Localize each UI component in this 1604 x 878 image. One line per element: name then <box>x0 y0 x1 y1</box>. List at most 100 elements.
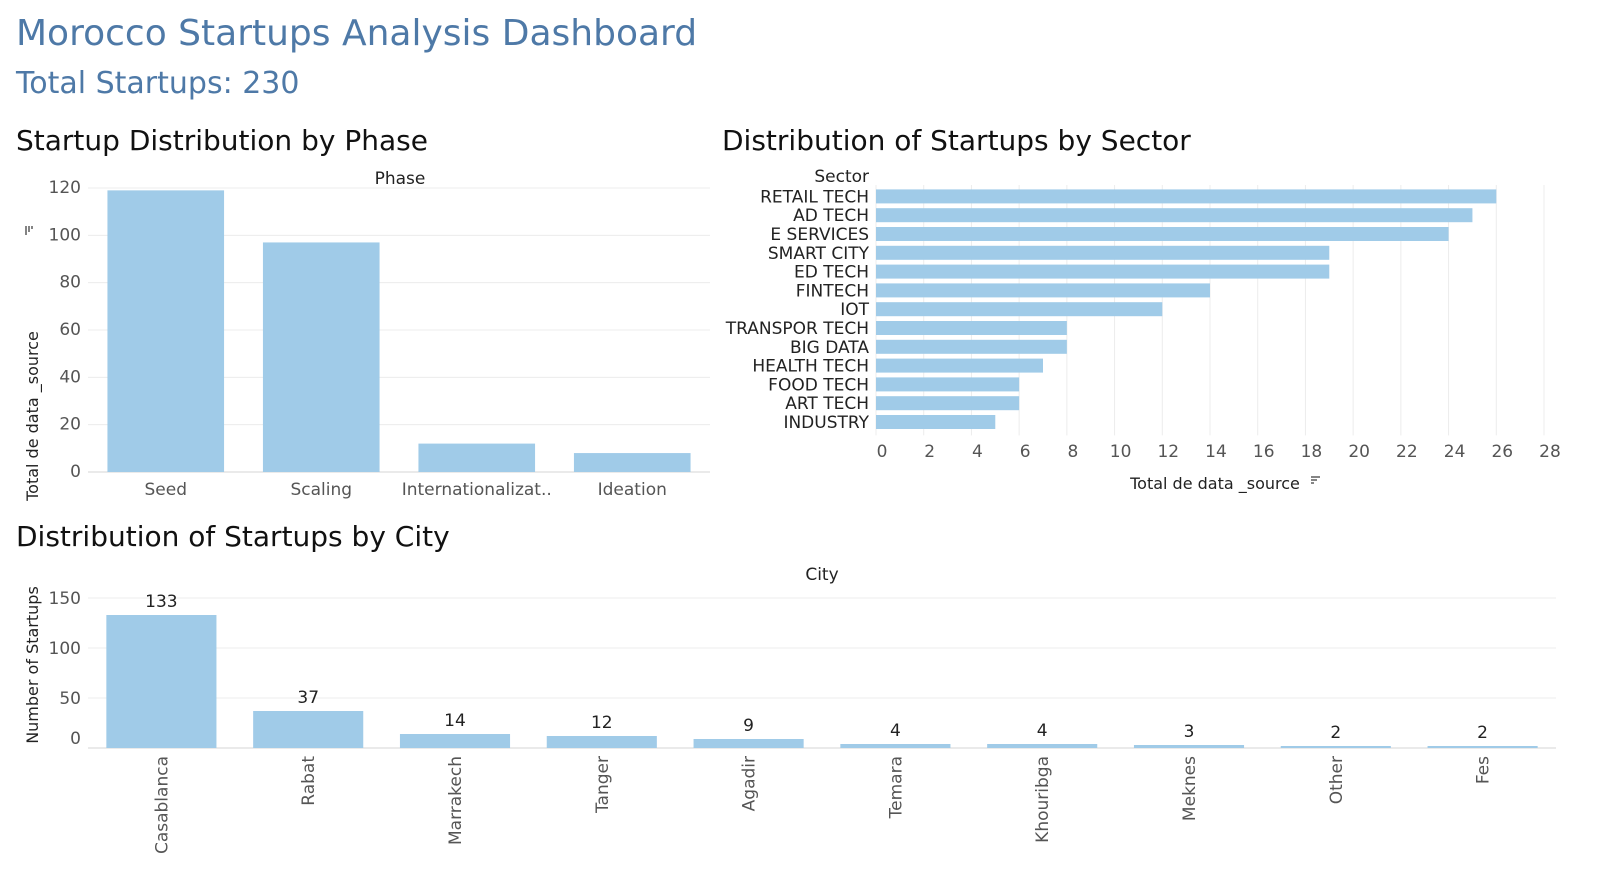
city-chart-title: Distribution of Startups by City <box>16 520 450 553</box>
city-bar-khouribga[interactable] <box>987 744 1098 748</box>
city-value-label: 14 <box>444 711 466 731</box>
city-value-label: 12 <box>591 713 613 733</box>
sector-x-tick: 26 <box>1491 442 1513 462</box>
total-startups: Total Startups: 230 <box>15 66 299 101</box>
phase-category-label: Internationalizat.. <box>402 480 552 500</box>
dashboard-title: Morocco Startups Analysis Dashboard <box>16 13 697 54</box>
city-header: City <box>805 565 838 585</box>
phase-bar-seed[interactable] <box>107 190 225 472</box>
city-value-label: 37 <box>297 688 319 708</box>
sector-x-tick: 22 <box>1396 442 1418 462</box>
sector-label-fintech: FINTECH <box>796 281 869 301</box>
sector-label-smart-city: SMART CITY <box>768 244 870 264</box>
city-category-label: Casablanca <box>152 756 172 854</box>
sector-x-tick: 2 <box>924 442 935 462</box>
phase-chart-title: Startup Distribution by Phase <box>16 124 428 157</box>
sector-x-tick: 24 <box>1444 442 1466 462</box>
sector-label-retail-tech: RETAIL TECH <box>760 187 869 207</box>
sector-bar-health-tech[interactable] <box>876 358 1043 373</box>
city-value-label: 2 <box>1330 723 1341 743</box>
phase-y-tick: 60 <box>59 320 81 340</box>
phase-sort-icon[interactable] <box>25 226 33 235</box>
phase-y-tick: 20 <box>59 415 81 435</box>
sector-x-tick: 10 <box>1110 442 1132 462</box>
city-bar-casablanca[interactable] <box>106 615 217 748</box>
phase-chart: Startup Distribution by Phase Phase Tota… <box>16 124 710 502</box>
phase-y-tick: 0 <box>70 462 81 482</box>
city-value-label: 4 <box>1037 721 1048 741</box>
sector-label-transpor-tech: TRANSPOR TECH <box>725 319 869 339</box>
city-y-tick: 0 <box>70 729 81 749</box>
sector-bar-ed-tech[interactable] <box>876 264 1330 279</box>
sector-header: Sector <box>814 167 869 187</box>
sector-bar-industry[interactable] <box>876 415 996 429</box>
city-value-label: 4 <box>890 721 901 741</box>
city-category-label: Fes <box>1474 756 1494 784</box>
phase-y-tick: 100 <box>49 225 81 245</box>
sector-bar-big-data[interactable] <box>876 339 1067 354</box>
phase-category-label: Ideation <box>598 480 667 500</box>
phase-bar-scaling[interactable] <box>262 242 380 472</box>
city-category-label: Rabat <box>299 756 319 806</box>
sector-bar-ad-tech[interactable] <box>876 208 1473 223</box>
phase-header: Phase <box>375 169 426 189</box>
phase-bar-internationalizat[interactable] <box>418 443 536 472</box>
sector-x-tick: 14 <box>1205 442 1227 462</box>
phase-y-tick: 40 <box>59 367 81 387</box>
sector-x-tick: 6 <box>1020 442 1031 462</box>
sector-bar-smart-city[interactable] <box>876 245 1330 260</box>
city-bar-rabat[interactable] <box>253 711 364 748</box>
city-bar-meknes[interactable] <box>1133 745 1245 748</box>
city-category-label: Temara <box>886 756 906 819</box>
sector-bar-art-tech[interactable] <box>876 396 1020 411</box>
sector-x-tick: 0 <box>877 442 888 462</box>
city-chart: Distribution of Startups by City City Nu… <box>16 520 1556 854</box>
sector-x-tick: 28 <box>1539 442 1561 462</box>
city-category-label: Meknes <box>1180 756 1200 821</box>
city-category-label: Khouribga <box>1033 756 1053 843</box>
sector-x-tick: 8 <box>1067 442 1078 462</box>
sector-label-iot: IOT <box>840 300 869 320</box>
city-y-tick: 150 <box>49 589 81 609</box>
phase-category-label: Scaling <box>290 480 352 500</box>
sector-chart-title: Distribution of Startups by Sector <box>722 124 1191 157</box>
sector-label-food-tech: FOOD TECH <box>768 375 869 395</box>
sector-x-axis-title: Total de data _source <box>1129 474 1300 494</box>
city-bar-agadir[interactable] <box>693 739 804 748</box>
city-value-label: 9 <box>743 716 754 736</box>
sector-x-tick: 18 <box>1301 442 1323 462</box>
sector-bar-e-services[interactable] <box>876 227 1449 241</box>
city-bar-other[interactable] <box>1280 746 1391 748</box>
city-bar-marrakech[interactable] <box>399 734 511 748</box>
sector-x-tick: 20 <box>1348 442 1370 462</box>
sector-bar-transpor-tech[interactable] <box>876 321 1067 335</box>
sector-sort-icon[interactable] <box>1311 476 1320 484</box>
sector-bar-fintech[interactable] <box>876 283 1210 298</box>
sector-bar-retail-tech[interactable] <box>876 189 1497 204</box>
sector-chart: Distribution of Startups by Sector Secto… <box>722 124 1561 494</box>
phase-y-tick: 120 <box>49 178 81 198</box>
city-y-tick: 100 <box>49 639 81 659</box>
sector-bar-iot[interactable] <box>876 302 1163 317</box>
sector-label-art-tech: ART TECH <box>785 394 869 414</box>
city-category-label: Other <box>1327 756 1347 804</box>
sector-bar-food-tech[interactable] <box>876 377 1020 392</box>
city-y-tick: 50 <box>59 689 81 709</box>
sector-label-big-data: BIG DATA <box>790 338 869 358</box>
sector-label-health-tech: HEALTH TECH <box>752 357 869 377</box>
city-category-label: Agadir <box>740 756 760 811</box>
phase-y-axis-title-group: Total de data _source <box>23 331 43 502</box>
sector-x-tick: 12 <box>1157 442 1179 462</box>
sector-label-e-services: E SERVICES <box>770 225 869 245</box>
sector-label-ad-tech: AD TECH <box>793 206 869 226</box>
city-bar-temara[interactable] <box>840 744 951 748</box>
city-bar-fes[interactable] <box>1427 746 1538 748</box>
sector-x-tick: 4 <box>972 442 983 462</box>
phase-y-tick: 80 <box>59 273 81 293</box>
phase-category-label: Seed <box>145 480 188 500</box>
sector-x-tick: 16 <box>1253 442 1275 462</box>
city-bar-tanger[interactable] <box>546 736 657 748</box>
phase-bar-ideation[interactable] <box>573 453 691 472</box>
city-y-axis-title-group: Number of Startups <box>23 586 42 744</box>
